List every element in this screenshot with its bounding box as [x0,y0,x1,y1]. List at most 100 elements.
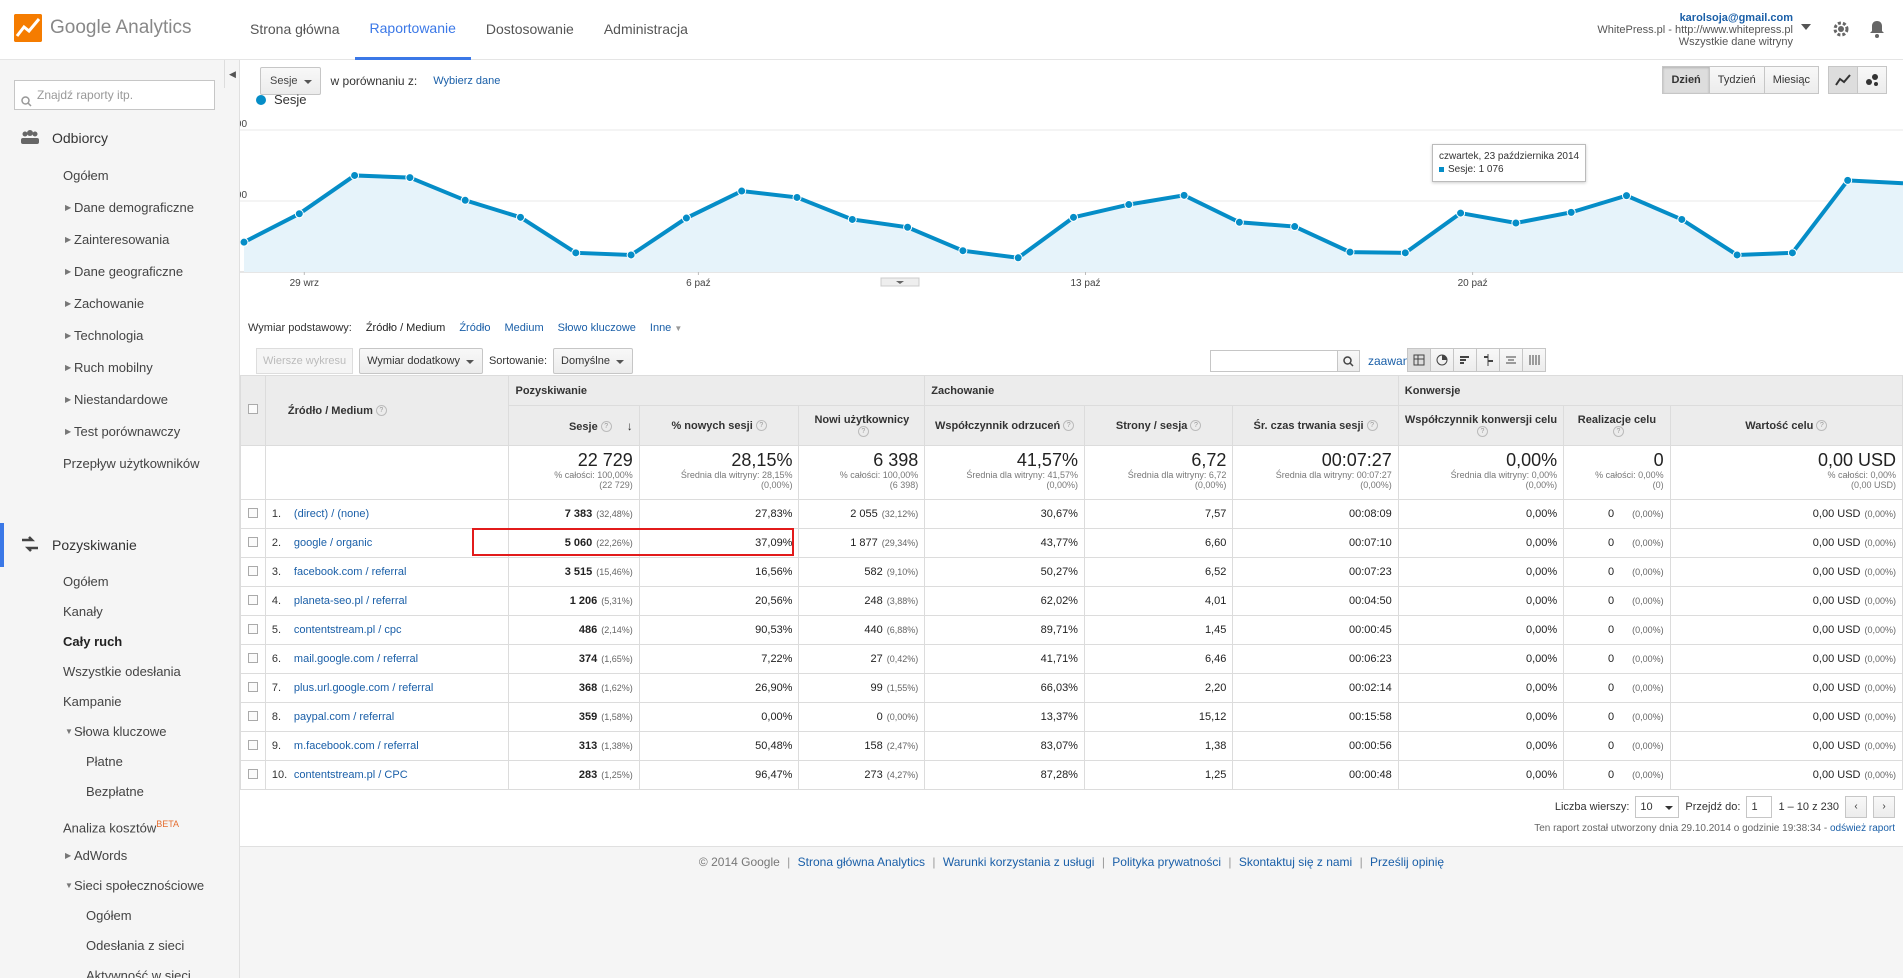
footer-link-feedback[interactable]: Prześlij opinię [1370,855,1445,869]
col-goal-conversion[interactable]: Współczynnik konwersji celu? [1397,405,1565,446]
sidebar-section-audience[interactable]: Odbiorcy [0,116,239,160]
col-sessions[interactable]: Sesje? ↓ [508,405,640,446]
select-metric-link[interactable]: Wybierz dane [433,75,501,87]
col-avg-duration[interactable]: Śr. czas trwania sesji? [1232,405,1399,446]
goto-page-input[interactable]: 1 [1746,796,1773,818]
refresh-report-link[interactable]: odśwież raport [1829,823,1895,834]
sidebar-item-all-traffic[interactable]: Cały ruch [63,634,123,649]
sidebar-item-adwords[interactable]: ▶ AdWords [0,841,239,871]
sidebar-item-demographics[interactable]: ▶ Dane demograficzne [0,192,239,224]
row-checkbox[interactable] [247,565,258,576]
source-medium-link[interactable]: facebook.com / referral [293,566,407,578]
chart-legend[interactable]: Sesje [256,92,307,107]
help-icon[interactable]: ? [857,426,869,438]
next-page-button[interactable]: › [1873,796,1895,818]
sidebar-item-acq-overview[interactable]: Ogółem [63,574,109,589]
source-medium-link[interactable]: contentstream.pl / CPC [293,769,408,781]
row-checkbox[interactable] [247,652,258,663]
source-medium-link[interactable]: plus.url.google.com / referral [293,682,434,694]
sidebar-item-organic[interactable]: Bezpłatne [86,784,144,799]
sidebar-item-audience-overview[interactable]: Ogółem [63,168,109,183]
row-checkbox[interactable] [247,623,258,634]
term-cloud-icon[interactable] [1499,348,1523,372]
tab-home[interactable]: Strona główna [250,21,340,37]
source-medium-link[interactable]: paypal.com / referral [293,711,395,723]
row-checkbox[interactable] [247,710,258,721]
pie-chart-icon[interactable] [1430,348,1454,372]
help-icon[interactable]: ? [755,420,767,432]
sidebar-item-cost-analysis[interactable]: Analiza kosztówBETA [0,807,239,841]
source-medium-link[interactable]: planeta-seo.pl / referral [293,595,408,607]
pivot-icon[interactable] [1522,348,1546,372]
source-medium-link[interactable]: m.facebook.com / referral [293,740,419,752]
footer-link-contact[interactable]: Skontaktuj się z nami [1238,855,1353,869]
col-goal-value[interactable]: Wartość celu? [1669,405,1903,446]
help-icon[interactable]: ? [600,421,612,433]
row-checkbox[interactable] [247,594,258,605]
account-selector[interactable]: karolsoja@gmail.com WhitePress.pl - http… [1597,12,1793,48]
dimension-medium-link[interactable]: Medium [504,322,544,334]
range-week-button[interactable]: Tydzień [1708,66,1765,94]
sidebar-item-social[interactable]: ▼ Sieci społecznościowe [0,871,239,901]
sidebar-item-social-overview[interactable]: Ogółem [86,908,132,923]
footer-link-terms[interactable]: Warunki korzystania z usługi [942,855,1095,869]
sidebar-item-benchmark[interactable]: ▶ Test porównawczy [0,416,239,448]
source-medium-link[interactable]: mail.google.com / referral [293,653,419,665]
col-goal-completions[interactable]: Realizacje celu? [1563,405,1671,446]
dimension-source-link[interactable]: Źródło [459,322,491,334]
sidebar-item-users-flow[interactable]: Przepływ użytkowników [63,456,200,471]
source-medium-link[interactable]: contentstream.pl / cpc [293,624,402,636]
motion-chart-icon[interactable] [1857,66,1887,94]
col-new-users[interactable]: Nowi użytkownicy? [798,405,926,446]
help-icon[interactable]: ? [1063,420,1075,432]
logo[interactable]: Google Analytics [14,14,192,42]
sidebar-item-behavior[interactable]: ▶ Zachowanie [0,288,239,320]
row-checkbox[interactable] [247,768,258,779]
tab-admin[interactable]: Administracja [603,21,688,37]
row-checkbox[interactable] [247,507,258,518]
source-medium-link[interactable]: (direct) / (none) [293,508,370,520]
data-table-icon[interactable] [1407,348,1431,372]
col-bounce-rate[interactable]: Współczynnik odrzuceń? [924,405,1085,446]
col-pages-session[interactable]: Strony / sesja? [1083,405,1234,446]
sidebar-item-geo[interactable]: ▶ Dane geograficzne [0,256,239,288]
sessions-chart[interactable]: 2 000 1 000 29 wrz 6 paź 13 paź 20 paź [240,108,1903,308]
plot-rows-button[interactable]: Wiersze wykresu [256,348,354,374]
line-chart-icon[interactable] [1828,66,1858,94]
help-icon[interactable]: ? [1612,426,1624,438]
sidebar-section-acquisition[interactable]: Pozyskiwanie [0,523,239,567]
select-all-checkbox[interactable] [247,404,258,414]
comparison-icon[interactable] [1476,348,1500,372]
dimension-keyword-link[interactable]: Słowo kluczowe [557,322,636,334]
search-icon[interactable] [1338,350,1360,372]
help-icon[interactable]: ? [1190,420,1202,432]
row-checkbox[interactable] [247,739,258,750]
row-checkbox[interactable] [247,681,258,692]
sidebar-item-channels[interactable]: Kanały [63,604,103,619]
help-icon[interactable]: ? [1816,420,1828,432]
bell-icon[interactable] [1867,19,1887,39]
sort-dropdown[interactable]: Domyślne [553,348,633,374]
footer-link-privacy[interactable]: Polityka prywatności [1112,855,1222,869]
prev-page-button[interactable]: ‹ [1845,796,1867,818]
sidebar-item-all-referrals[interactable]: Wszystkie odesłania [63,664,181,679]
sidebar-item-campaigns[interactable]: Kampanie [63,694,122,709]
tab-reporting[interactable]: Raportowanie [354,0,471,60]
row-checkbox[interactable] [247,536,258,547]
dim-header[interactable]: Źródło / Medium? [264,375,510,446]
gear-icon[interactable] [1831,19,1851,39]
sidebar-item-activity-stream[interactable]: Aktywność w sieci [86,968,191,978]
bar-chart-icon[interactable] [1453,348,1477,372]
secondary-dimension-dropdown[interactable]: Wymiar dodatkowy [359,348,483,374]
account-caret-icon[interactable] [1801,24,1811,30]
footer-link-home[interactable]: Strona główna Analytics [797,855,926,869]
collapse-sidebar-icon[interactable]: ◀ [224,60,239,88]
sidebar-item-interests[interactable]: ▶ Zainteresowania [0,224,239,256]
sidebar-item-mobile[interactable]: ▶ Ruch mobilny [0,352,239,384]
help-icon[interactable]: ? [1366,420,1378,432]
sidebar-item-network-referrals[interactable]: Odesłania z sieci [86,938,185,953]
sidebar-item-keywords[interactable]: ▼ Słowa kluczowe [0,717,239,747]
range-month-button[interactable]: Miesiąc [1763,66,1819,94]
sidebar-item-paid[interactable]: Płatne [86,754,123,769]
help-icon[interactable]: ? [1476,426,1488,438]
